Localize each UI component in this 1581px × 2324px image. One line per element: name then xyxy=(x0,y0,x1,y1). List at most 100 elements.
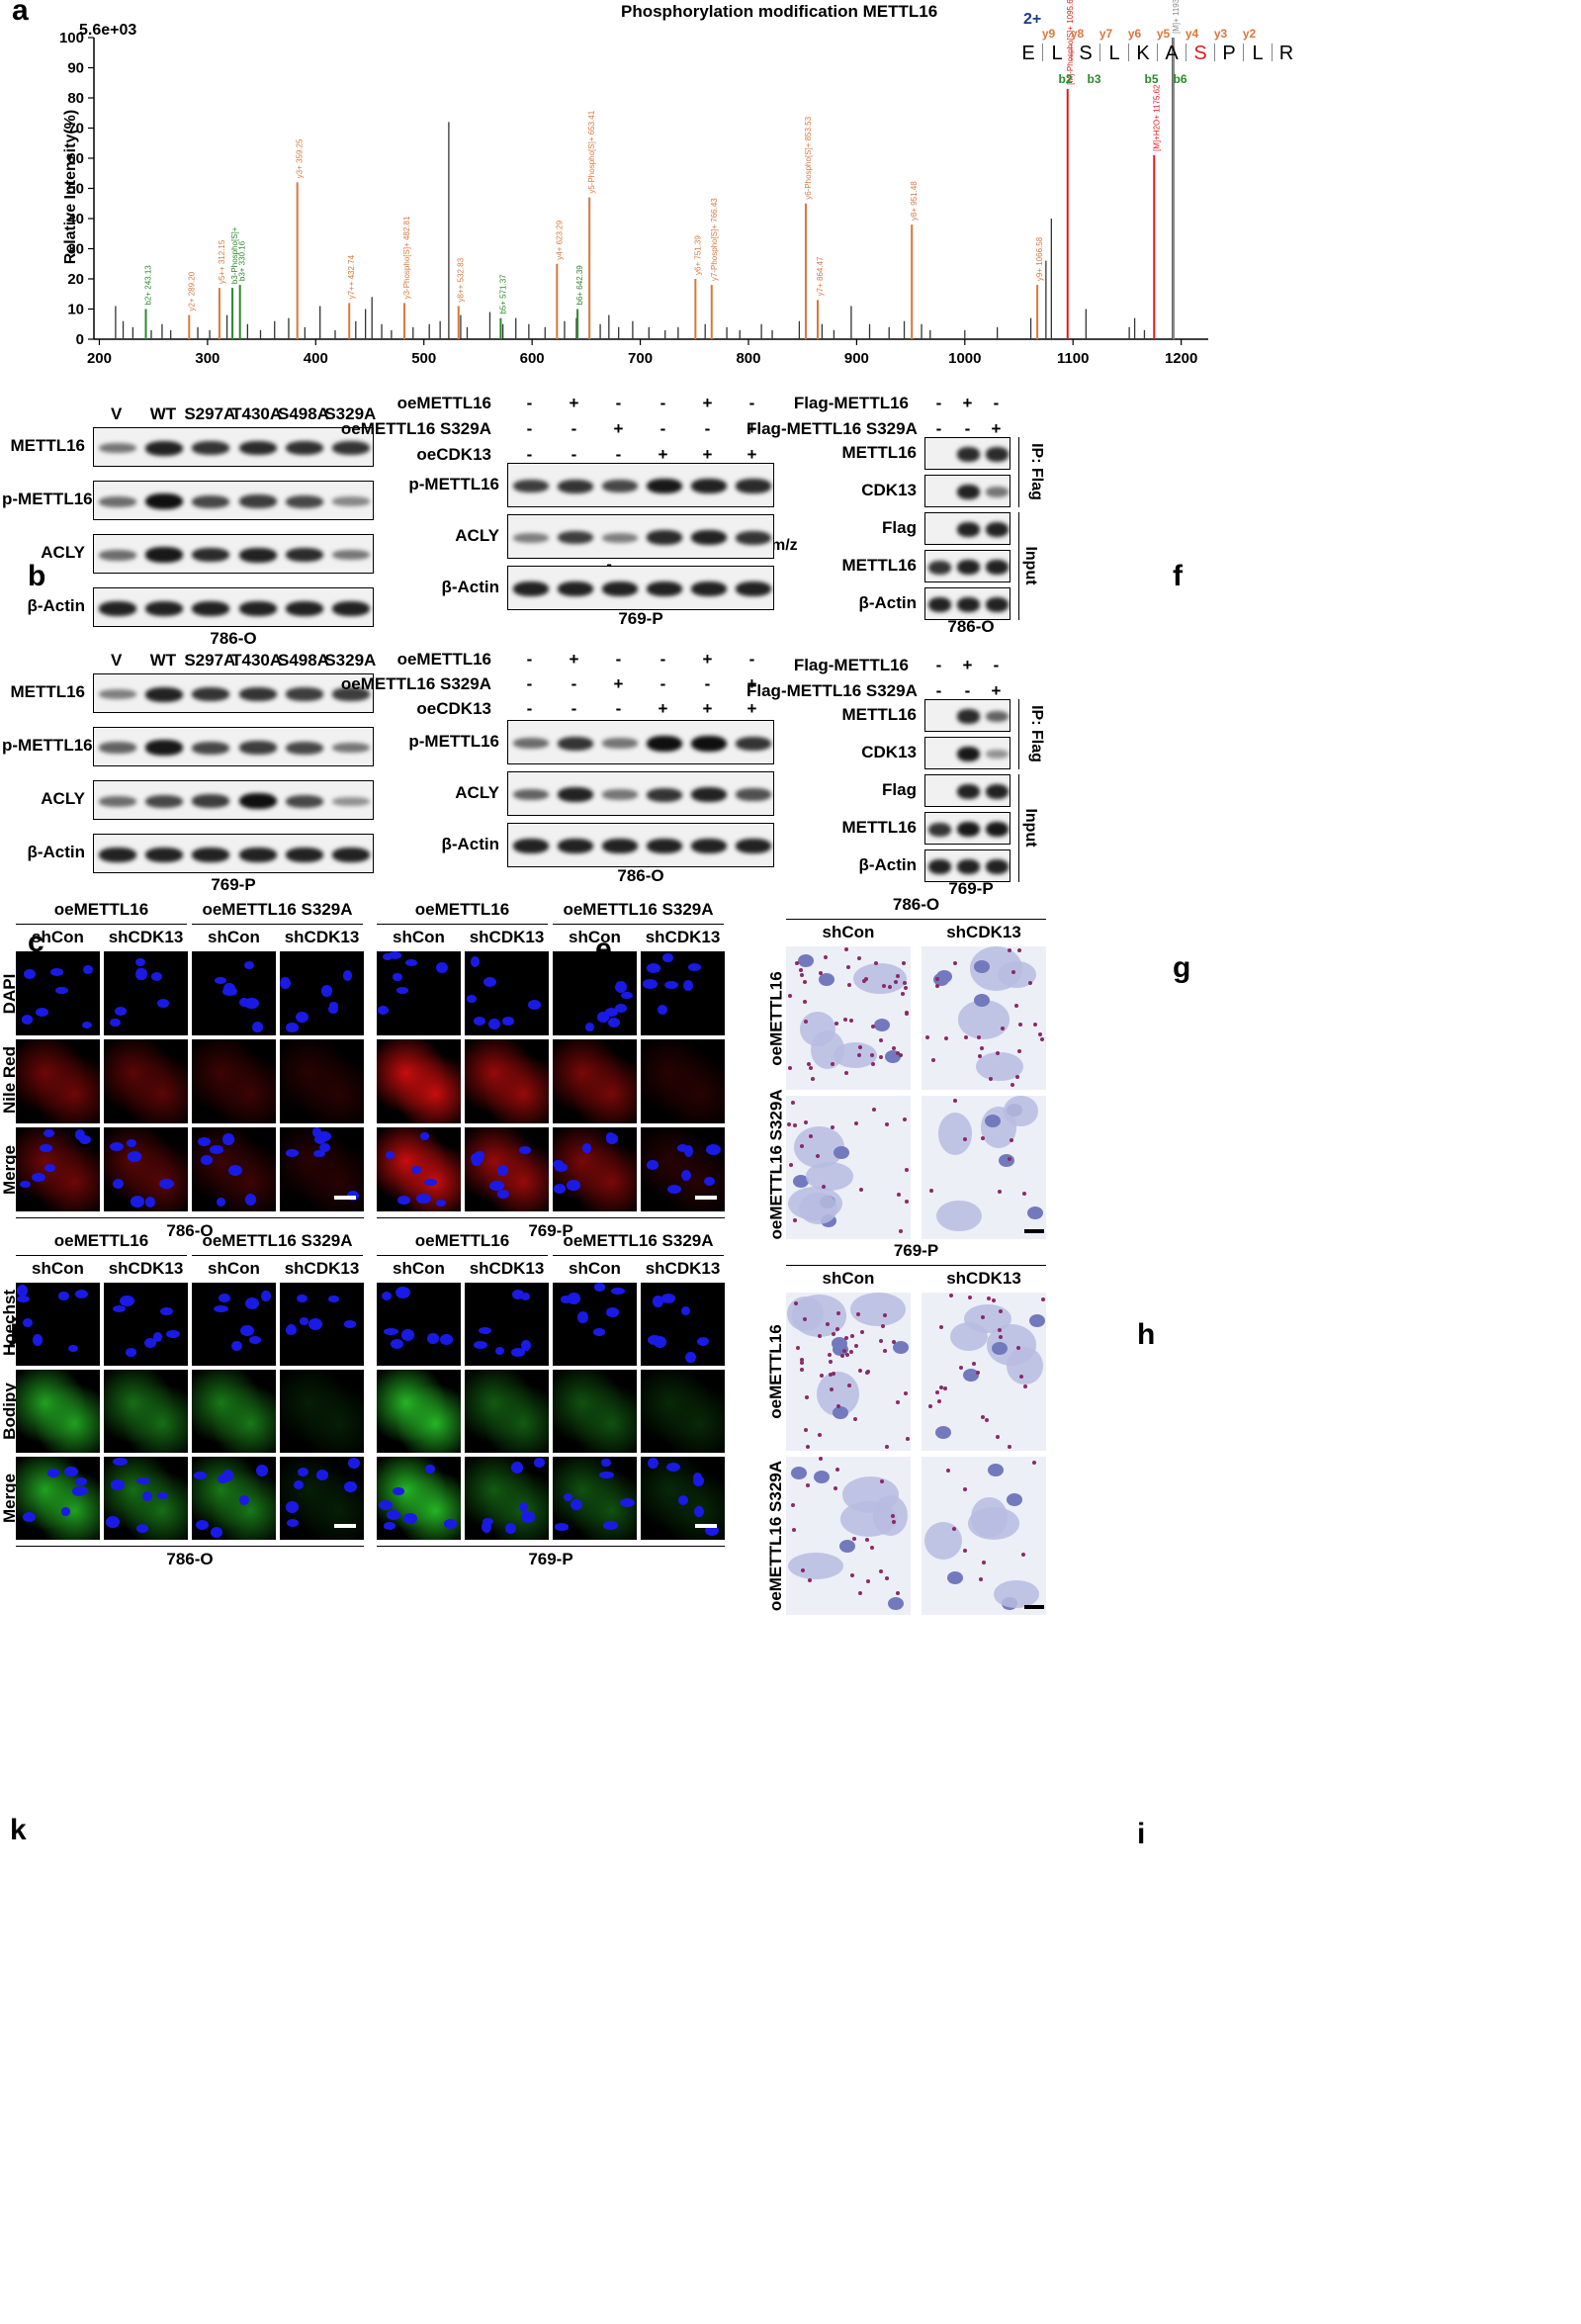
nucleus xyxy=(427,1332,439,1345)
blot-row-label: Flag xyxy=(882,517,917,537)
peptide-b-ion: b3 xyxy=(1087,72,1100,86)
group-label: IP: Flag xyxy=(1028,704,1045,762)
micrograph xyxy=(192,1127,276,1211)
condition-label: oeMETTL16 S329A xyxy=(340,419,491,438)
cell-line-label: 786-O xyxy=(617,866,664,885)
nucleus xyxy=(654,1336,667,1348)
lipid-droplet xyxy=(850,1573,854,1578)
micrograph xyxy=(16,1127,100,1211)
lipid-droplet xyxy=(809,1134,814,1139)
blot-row-label: β-Actin xyxy=(27,596,85,615)
x-tick-label: 600 xyxy=(520,350,545,367)
lipid-droplet xyxy=(1008,948,1012,953)
scale-bar xyxy=(1024,1605,1044,1609)
nucleus xyxy=(475,1151,484,1159)
condition-sign: - xyxy=(659,419,666,438)
blot-row-label: ACLY xyxy=(41,543,85,562)
blot-band xyxy=(956,709,981,724)
nucleus xyxy=(382,952,393,960)
blot-band xyxy=(690,735,727,752)
lipid-droplet xyxy=(998,1334,1003,1339)
blot-band xyxy=(98,742,136,754)
blot-band xyxy=(735,581,771,596)
stain-dim xyxy=(16,1370,100,1453)
nucleus xyxy=(383,1327,398,1335)
nucleus xyxy=(134,957,145,966)
parent-ion-label: [M]+ 1193.63 xyxy=(1172,0,1181,34)
column-label: shCDK13 xyxy=(108,928,184,946)
lipid-droplet xyxy=(804,1395,809,1400)
column-label: shCon xyxy=(208,1259,260,1278)
blot-row-label: METTL16 xyxy=(10,436,85,455)
condition-sign: + xyxy=(613,419,624,438)
nucleus xyxy=(813,1471,830,1484)
condition-sign: - xyxy=(526,445,533,464)
nucleus xyxy=(251,1021,263,1032)
nucleus xyxy=(230,1340,242,1352)
condition-sign: + xyxy=(569,394,579,412)
nucleus xyxy=(984,1115,1001,1128)
nucleus xyxy=(293,1479,305,1489)
blot-band xyxy=(512,479,549,493)
y-ion-label: y7+ 864.47 xyxy=(816,256,825,296)
blot-band xyxy=(512,839,549,853)
nucleus xyxy=(681,1306,691,1316)
lipid-droplet xyxy=(1041,1296,1046,1301)
y-tick-label: 0 xyxy=(76,331,84,348)
cell-line-label: 769-P xyxy=(528,1550,573,1568)
condition-sign: + xyxy=(747,419,757,438)
nucleus xyxy=(833,1406,849,1420)
blot-band xyxy=(985,784,1010,799)
condition-sign: + xyxy=(991,419,1002,438)
nucleus xyxy=(991,1341,1008,1355)
micrograph xyxy=(16,1370,100,1453)
peptide-residue: L xyxy=(1051,43,1062,64)
b-ion-label: b6+ 642.39 xyxy=(575,265,584,306)
blot-strip xyxy=(93,587,374,627)
cell-line-label: 769-P xyxy=(528,1221,573,1240)
nucleus xyxy=(131,1196,145,1207)
nucleus xyxy=(606,1307,619,1317)
blot-band xyxy=(145,740,183,756)
nucleus xyxy=(682,979,694,992)
lane-label: T430A xyxy=(231,651,283,670)
blot-band xyxy=(601,532,638,543)
nucleus xyxy=(297,1467,309,1477)
lipid-droplet xyxy=(891,1519,896,1524)
lipid-droplet xyxy=(870,1052,875,1057)
group-label: IP: Flag xyxy=(1028,442,1045,500)
lipid-droplet xyxy=(905,1200,910,1205)
nucleus xyxy=(239,998,249,1008)
blot-band xyxy=(985,710,1010,723)
condition-label: Flag-METTL16 S329A xyxy=(747,419,918,438)
blot-band xyxy=(646,530,682,545)
lipid-droplet xyxy=(804,1428,809,1433)
column-label: shCDK13 xyxy=(946,923,1021,941)
peptide-charge: 2+ xyxy=(1023,11,1041,28)
lipid-droplet xyxy=(1007,1156,1011,1161)
lane-label: S329A xyxy=(324,404,377,423)
nucleus xyxy=(567,1180,580,1191)
nucleus xyxy=(320,985,333,997)
condition-sign: + xyxy=(702,699,713,718)
micrograph xyxy=(922,1096,1046,1239)
scale-bar xyxy=(695,1524,717,1528)
blot-strip xyxy=(924,812,1010,845)
peptide-y-ion: y8 xyxy=(1071,27,1085,41)
lipid-droplet xyxy=(1015,1345,1020,1350)
lipid-droplet xyxy=(831,1332,835,1337)
nucleus xyxy=(483,977,497,988)
blot-band xyxy=(601,581,638,596)
blot-band xyxy=(557,479,593,493)
micrograph xyxy=(641,1039,725,1123)
nucleus xyxy=(614,981,627,994)
condition-sign: + xyxy=(747,699,757,718)
nucleus xyxy=(395,1287,410,1299)
micrograph xyxy=(465,951,549,1035)
peptide-y-ion: y6 xyxy=(1128,27,1142,41)
micrograph xyxy=(553,1039,637,1123)
stain-dim xyxy=(641,1039,725,1123)
blot-band xyxy=(956,560,981,575)
condition-label: Flag-METTL16 S329A xyxy=(747,681,918,700)
nucleus xyxy=(313,1149,326,1158)
